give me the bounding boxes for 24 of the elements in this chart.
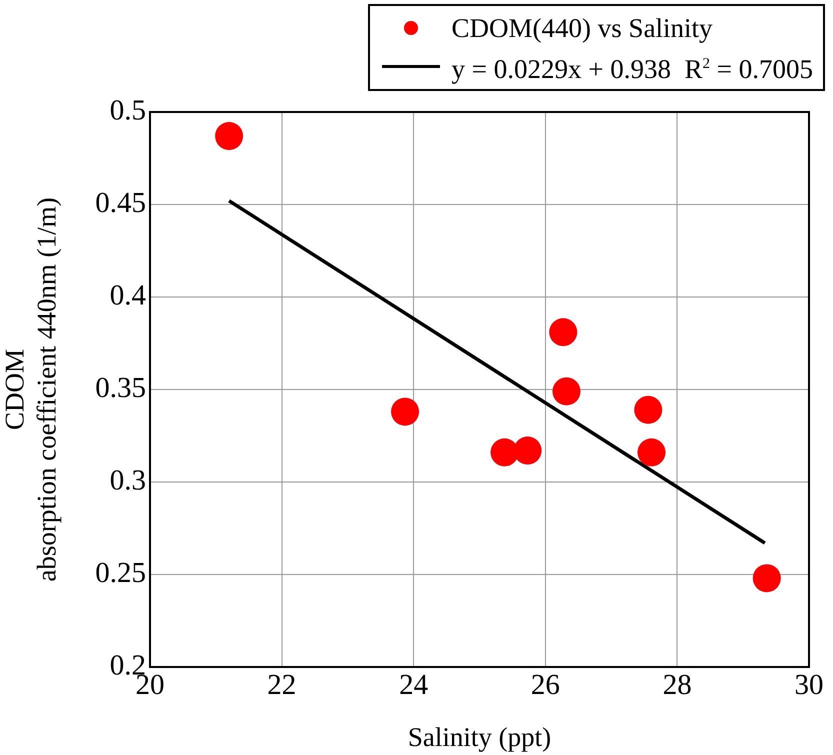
point [215,122,244,150]
x-tick-label: 22 [267,669,296,702]
point [549,318,578,346]
point [391,398,420,426]
x-axis-title: Salinity (ppt) [408,722,552,752]
x-tick-label: 28 [662,669,692,702]
x-tick-label: 30 [794,669,824,702]
y-axis-title: CDOM absorption coefficient 440nm (1/m) [0,197,62,582]
y-tick-label: 0.25 [95,557,146,590]
x-tick-label: 24 [399,669,429,702]
y-tick-label: 0.3 [110,464,146,497]
y-tick-label: 0.4 [110,280,146,312]
point [490,438,519,466]
point [514,436,542,465]
y-tick-label: 0.35 [95,372,146,404]
point [752,564,781,592]
point [638,438,666,466]
y-tick-label: 0.45 [95,187,146,220]
legend-label: y = 0.0229x + 0.938 R$^{2}$ = 0.7005 [452,53,813,86]
x-tick-label: 26 [530,669,560,702]
point [552,377,580,406]
point [634,396,662,424]
y-tick-label: 0.5 [110,94,146,127]
legend-label: CDOM(440) vs Salinity [452,12,713,45]
